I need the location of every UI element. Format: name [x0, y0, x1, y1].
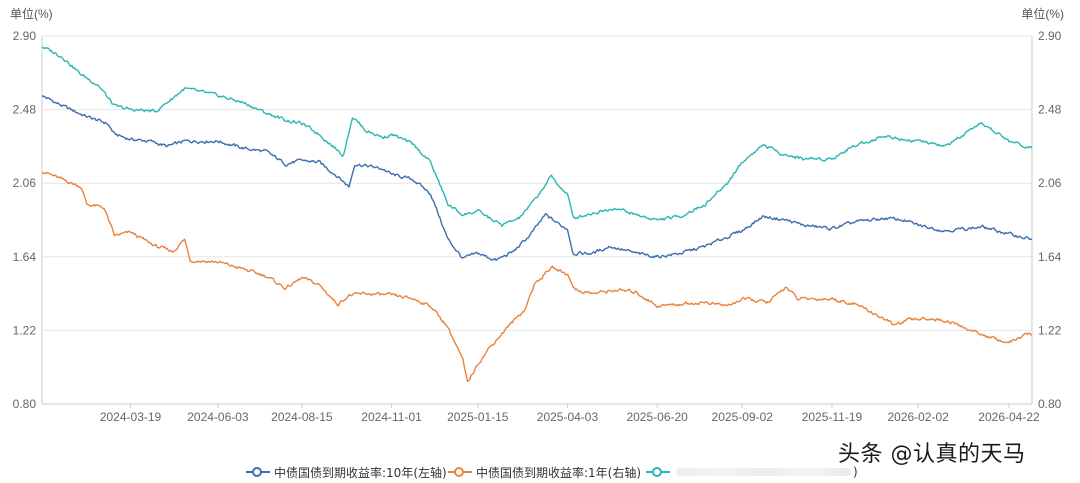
- y-tick-label-right: 1.64: [1038, 250, 1062, 264]
- legend-item-10y[interactable]: 中债国债到期收益率:10年(左轴): [246, 462, 447, 482]
- series-line-0: [41, 95, 1033, 262]
- x-tick-label: 2025-09-02: [712, 410, 774, 424]
- legend-item-third[interactable]: ): [646, 462, 858, 482]
- legend-label-1y: 中债国债到期收益率:1年(右轴): [476, 465, 642, 480]
- legend-label-third: ): [853, 465, 858, 479]
- legend-swatch-10y: [246, 466, 270, 478]
- y-tick-label-right: 1.22: [1038, 323, 1062, 337]
- y-tick-label-left: 1.64: [13, 250, 37, 264]
- y-tick-label-left: 2.90: [13, 29, 37, 43]
- x-tick-label: 2025-04-03: [537, 410, 599, 424]
- grid-lines: [41, 35, 1033, 405]
- legend-label-obscured: [676, 468, 851, 476]
- legend-swatch-1y: [448, 466, 472, 478]
- left-y-axis: 0.80 1.22 1.64 2.06 2.48 2.90: [13, 29, 37, 411]
- x-tick-label: 2024-08-15: [271, 410, 333, 424]
- legend: 中债国债到期收益率:10年(左轴) 中债国债到期收益率:1年(右轴) ): [0, 462, 1080, 482]
- left-unit-label: 单位(%): [10, 6, 53, 21]
- y-tick-label-right: 2.48: [1038, 103, 1062, 117]
- watermark: 头条 @认真的天马: [838, 442, 1026, 467]
- y-tick-label-left: 2.06: [13, 176, 37, 190]
- y-tick-label-right: 2.90: [1038, 29, 1062, 43]
- y-tick-label-right: 0.80: [1038, 397, 1062, 411]
- yield-chart: 单位(%) 单位(%) 0.80 1.22 1.64 2.06 2.48 2.90 0.8…: [10, 6, 1064, 424]
- x-tick-label: 2024-11-01: [361, 410, 422, 424]
- right-y-axis: 0.80 1.22 1.64 2.06 2.48 2.90: [1038, 29, 1062, 411]
- x-axis: 2024-03-19 2024-06-03 2024-08-15 2024-11-01…: [100, 404, 1040, 424]
- x-tick-label: 2024-06-03: [187, 410, 249, 424]
- right-unit-label: 单位(%): [1021, 6, 1064, 21]
- x-tick-label: 2025-06-20: [626, 410, 688, 424]
- x-tick-label: 2025-11-19: [802, 410, 863, 424]
- x-tick-label: 2025-01-15: [447, 410, 509, 424]
- series-line-1: [41, 171, 1033, 382]
- x-tick-label: 2024-03-19: [100, 410, 162, 424]
- y-tick-label-left: 1.22: [13, 323, 37, 337]
- series-lines: [41, 46, 1033, 382]
- series-line-2: [41, 46, 1033, 227]
- legend-swatch-third: [646, 466, 670, 478]
- x-tick-label: 2026-04-22: [978, 410, 1040, 424]
- y-tick-label-left: 0.80: [13, 397, 37, 411]
- x-tick-label: 2026-02-02: [887, 410, 949, 424]
- legend-label-10y: 中债国债到期收益率:10年(左轴): [274, 465, 447, 480]
- legend-item-1y[interactable]: 中债国债到期收益率:1年(右轴): [448, 462, 641, 482]
- y-tick-label-right: 2.06: [1038, 176, 1062, 190]
- y-tick-label-left: 2.48: [13, 103, 37, 117]
